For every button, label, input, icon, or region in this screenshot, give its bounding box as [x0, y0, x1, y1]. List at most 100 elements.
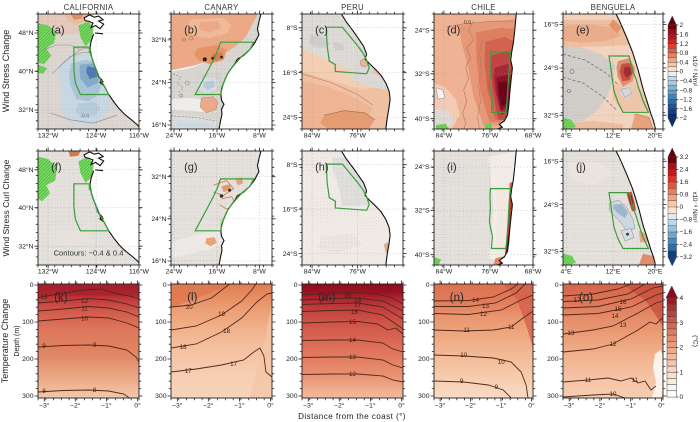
svg-text:300: 300	[155, 393, 167, 400]
svg-text:200: 200	[22, 356, 34, 363]
svg-text:Depth (m): Depth (m)	[14, 325, 21, 356]
svg-text:0: 0	[680, 394, 684, 401]
svg-text:-0.4: -0.4	[80, 114, 89, 120]
svg-text:x10⁻⁸ N/m³: x10⁻⁸ N/m³	[691, 192, 698, 223]
svg-text:Wind Stress Change: Wind Stress Change	[1, 30, 11, 113]
svg-text:−1°: −1°	[496, 402, 507, 410]
svg-text:−3°: −3°	[172, 402, 183, 410]
svg-text:0: 0	[680, 204, 684, 211]
svg-text:32°S: 32°S	[415, 207, 430, 215]
svg-text:10: 10	[610, 391, 617, 398]
svg-text:17: 17	[230, 361, 237, 368]
svg-text:200: 200	[547, 356, 559, 363]
svg-text:8: 8	[93, 387, 97, 394]
svg-text:(g): (g)	[184, 161, 197, 173]
svg-text:116°W: 116°W	[129, 132, 150, 140]
svg-text:Temperature Change: Temperature Change	[0, 299, 10, 384]
svg-text:68°W: 68°W	[525, 132, 542, 140]
svg-text:24°N: 24°N	[151, 79, 166, 87]
svg-text:16°S: 16°S	[544, 21, 559, 29]
svg-text:13: 13	[620, 322, 627, 329]
svg-text:0: 0	[680, 69, 684, 76]
svg-text:12°E: 12°E	[606, 268, 621, 276]
svg-text:12: 12	[480, 311, 487, 318]
svg-text:CALIFORNIA: CALIFORNIA	[64, 3, 114, 12]
svg-text:300: 300	[22, 393, 34, 400]
svg-text:32°S: 32°S	[544, 111, 559, 119]
svg-text:−2°: −2°	[334, 402, 345, 410]
svg-text:100: 100	[155, 319, 167, 326]
svg-text:0.8: 0.8	[680, 192, 689, 199]
svg-text:13: 13	[349, 354, 356, 361]
svg-text:16: 16	[620, 299, 627, 306]
svg-text:1.2: 1.2	[680, 41, 689, 48]
svg-text:0: 0	[30, 282, 34, 289]
svg-text:(o): (o)	[579, 292, 593, 304]
svg-text:CHILE: CHILE	[471, 3, 495, 12]
svg-text:12: 12	[610, 341, 617, 348]
svg-text:100: 100	[286, 319, 298, 326]
svg-text:24°N: 24°N	[151, 215, 166, 223]
svg-text:16°N: 16°N	[151, 121, 166, 129]
svg-text:3: 3	[680, 320, 684, 327]
svg-text:(h): (h)	[315, 161, 328, 173]
svg-text:BENGUELA: BENGUELA	[591, 3, 636, 12]
svg-text:8°W: 8°W	[253, 132, 266, 140]
svg-text:−1.6: −1.6	[680, 229, 693, 236]
svg-text:124°W: 124°W	[86, 268, 107, 276]
svg-text:13: 13	[41, 294, 48, 301]
svg-text:0°: 0°	[398, 402, 405, 410]
svg-text:0°: 0°	[267, 402, 274, 410]
svg-text:10: 10	[81, 316, 88, 323]
svg-text:10: 10	[460, 352, 467, 359]
svg-text:1: 1	[680, 369, 684, 376]
svg-text:−2°: −2°	[465, 402, 476, 410]
svg-text:132°W: 132°W	[38, 132, 59, 140]
svg-text:11: 11	[508, 324, 515, 331]
svg-text:24°S: 24°S	[544, 201, 559, 209]
svg-text:124°W: 124°W	[86, 132, 107, 140]
svg-text:76°W: 76°W	[482, 132, 499, 140]
svg-text:13: 13	[568, 330, 575, 337]
svg-text:9: 9	[495, 384, 499, 391]
svg-text:−1°: −1°	[625, 402, 636, 410]
svg-text:4°E: 4°E	[560, 268, 571, 276]
svg-text:8°S: 8°S	[286, 24, 297, 32]
svg-text:8°W: 8°W	[253, 268, 266, 276]
svg-text:32°N: 32°N	[18, 242, 33, 250]
svg-text:−3°: −3°	[39, 402, 50, 410]
svg-text:20: 20	[321, 296, 328, 303]
svg-text:300: 300	[286, 393, 298, 400]
svg-text:12: 12	[349, 371, 356, 378]
svg-text:84°W: 84°W	[304, 268, 321, 276]
svg-text:40°S: 40°S	[415, 115, 430, 123]
svg-text:16°W: 16°W	[209, 268, 226, 276]
svg-text:84°W: 84°W	[436, 132, 453, 140]
svg-text:(i): (i)	[447, 161, 457, 173]
svg-text:−0.8: −0.8	[680, 217, 693, 224]
svg-text:17: 17	[574, 297, 581, 304]
svg-text:2.4: 2.4	[680, 167, 689, 174]
svg-text:(l): (l)	[187, 292, 197, 304]
svg-text:48°N: 48°N	[18, 29, 33, 37]
svg-text:Contours: −0.4 & 0.4: Contours: −0.4 & 0.4	[54, 248, 124, 257]
svg-text:(d): (d)	[447, 25, 460, 37]
svg-text:100: 100	[418, 319, 430, 326]
svg-text:3.2: 3.2	[680, 154, 689, 161]
svg-text:0.6: 0.6	[464, 20, 472, 26]
svg-text:2: 2	[680, 345, 684, 352]
svg-text:11: 11	[463, 327, 470, 334]
svg-text:200: 200	[286, 356, 298, 363]
svg-text:11: 11	[632, 377, 639, 384]
svg-text:84°W: 84°W	[436, 268, 453, 276]
svg-text:100: 100	[22, 319, 34, 326]
svg-text:(b): (b)	[184, 25, 197, 37]
svg-text:100: 100	[547, 319, 559, 326]
svg-text:20: 20	[186, 304, 193, 311]
svg-text:(m): (m)	[318, 292, 335, 304]
svg-text:16: 16	[351, 309, 358, 316]
svg-text:300: 300	[418, 393, 430, 400]
svg-text:18: 18	[223, 328, 230, 335]
svg-text:32°S: 32°S	[544, 248, 559, 256]
svg-text:CANARY: CANARY	[204, 3, 239, 12]
